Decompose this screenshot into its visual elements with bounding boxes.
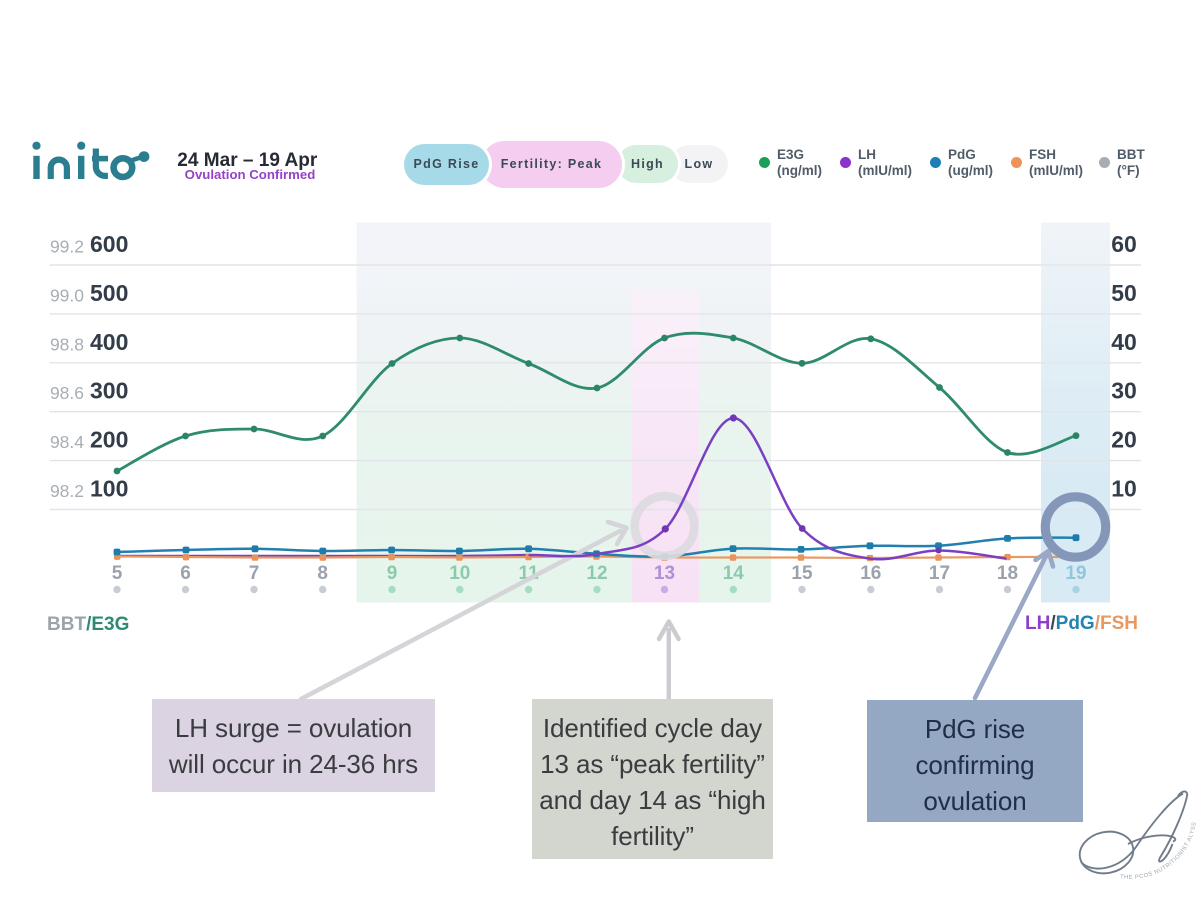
svg-text:6: 6 — [180, 563, 191, 584]
svg-text:24 Mar – 19 Apr: 24 Mar – 19 Apr — [177, 150, 318, 171]
svg-text:12: 12 — [586, 563, 607, 584]
svg-text:99.2: 99.2 — [50, 237, 84, 257]
svg-text:98.6: 98.6 — [50, 383, 84, 403]
svg-text:16: 16 — [860, 563, 881, 584]
svg-text:300: 300 — [90, 378, 128, 404]
svg-text:20: 20 — [1111, 427, 1137, 453]
svg-text:5: 5 — [112, 563, 123, 584]
svg-text:98.2: 98.2 — [50, 481, 84, 501]
svg-text:99.0: 99.0 — [50, 285, 84, 305]
svg-text:50: 50 — [1111, 280, 1137, 306]
svg-text:30: 30 — [1111, 378, 1137, 404]
svg-text:Ovulation Confirmed: Ovulation Confirmed — [185, 167, 316, 182]
svg-text:98.4: 98.4 — [50, 432, 84, 452]
svg-text:15: 15 — [791, 563, 813, 584]
svg-text:14: 14 — [723, 563, 745, 584]
svg-text:100: 100 — [90, 476, 128, 502]
svg-text:40: 40 — [1111, 329, 1137, 355]
svg-text:600: 600 — [90, 231, 128, 257]
svg-text:BBT/E3G: BBT/E3G — [47, 614, 129, 635]
svg-text:7: 7 — [249, 563, 260, 584]
svg-text:200: 200 — [90, 427, 128, 453]
svg-text:17: 17 — [929, 563, 950, 584]
svg-text:98.8: 98.8 — [50, 334, 84, 354]
svg-text:9: 9 — [387, 563, 398, 584]
svg-text:10: 10 — [1111, 476, 1137, 502]
svg-text:500: 500 — [90, 280, 128, 306]
svg-text:13: 13 — [654, 563, 675, 584]
svg-text:10: 10 — [449, 563, 470, 584]
svg-text:LH/PdG/FSH: LH/PdG/FSH — [1025, 613, 1138, 634]
svg-text:8: 8 — [317, 563, 328, 584]
svg-text:19: 19 — [1065, 563, 1086, 584]
svg-text:400: 400 — [90, 329, 128, 355]
svg-text:60: 60 — [1111, 231, 1137, 257]
svg-text:18: 18 — [997, 563, 1018, 584]
